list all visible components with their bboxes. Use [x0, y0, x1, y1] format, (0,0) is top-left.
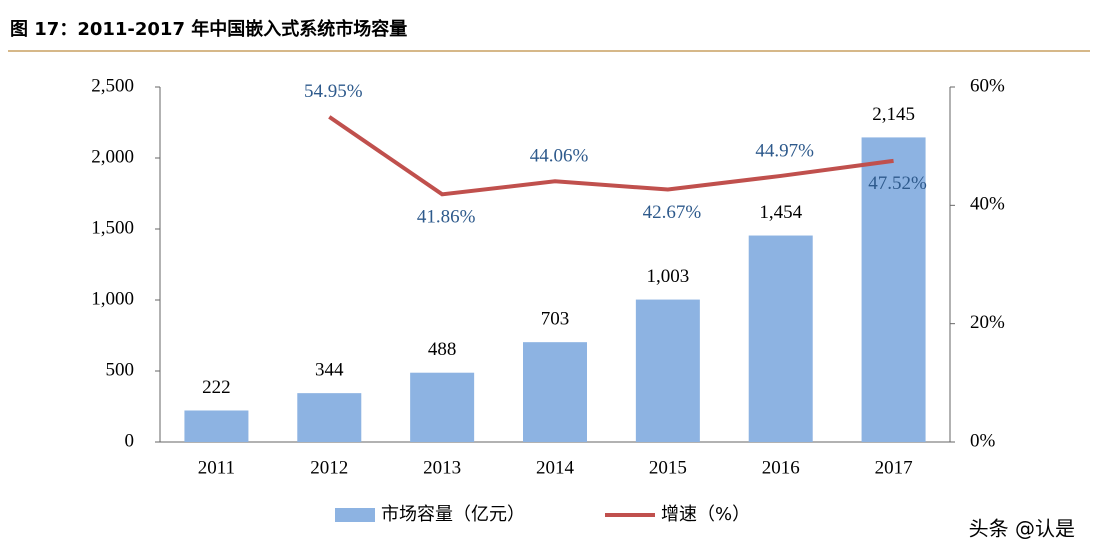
line	[328, 115, 894, 197]
bar	[861, 137, 926, 442]
y-tick-label: 2,500	[91, 75, 134, 96]
bar	[410, 372, 475, 442]
chart-title: 图 17：2011-2017 年中国嵌入式系统市场容量	[10, 18, 407, 40]
bar	[297, 393, 362, 442]
bar-value-label: 488	[428, 339, 457, 360]
legend-swatch	[335, 508, 375, 522]
bar	[184, 410, 249, 442]
line-value-label: 44.06%	[530, 146, 589, 167]
bar-value-label: 1,454	[759, 202, 802, 223]
y-tick-label: 2,000	[91, 146, 134, 167]
y2-tick-label: 40%	[970, 194, 1005, 215]
bar-value-label: 2,145	[872, 104, 915, 125]
legend-label: 市场容量（亿元）	[381, 504, 525, 525]
y-tick-label: 0	[125, 430, 135, 451]
x-tick-label: 2012	[310, 457, 348, 478]
y-tick-label: 500	[106, 359, 135, 380]
bar-value-label: 1,003	[646, 266, 689, 287]
y-tick-label: 1,500	[91, 217, 134, 238]
bar	[635, 299, 700, 442]
line-value-label: 54.95%	[304, 81, 363, 102]
line-value-label: 41.86%	[417, 207, 476, 228]
bar-value-label: 222	[202, 377, 231, 398]
x-tick-label: 2011	[198, 457, 235, 478]
bar-value-label: 344	[315, 360, 344, 381]
x-tick-label: 2015	[649, 457, 687, 478]
y2-tick-label: 0%	[970, 430, 996, 451]
line-value-label: 44.97%	[755, 140, 814, 161]
watermark: 头条 @认是	[969, 517, 1075, 541]
x-tick-label: 2014	[536, 457, 575, 478]
x-tick-label: 2017	[875, 457, 913, 478]
legend-label: 增速（%）	[661, 504, 750, 525]
y2-tick-label: 20%	[970, 312, 1005, 333]
x-tick-label: 2013	[423, 457, 461, 478]
line-value-label: 47.52%	[868, 173, 927, 194]
y-tick-label: 1,000	[91, 288, 134, 309]
y2-tick-label: 60%	[970, 75, 1005, 96]
bar	[523, 342, 587, 442]
bar-value-label: 703	[541, 309, 570, 330]
line-value-label: 42.67%	[643, 202, 702, 223]
bar	[748, 235, 813, 442]
x-tick-label: 2016	[762, 457, 800, 478]
